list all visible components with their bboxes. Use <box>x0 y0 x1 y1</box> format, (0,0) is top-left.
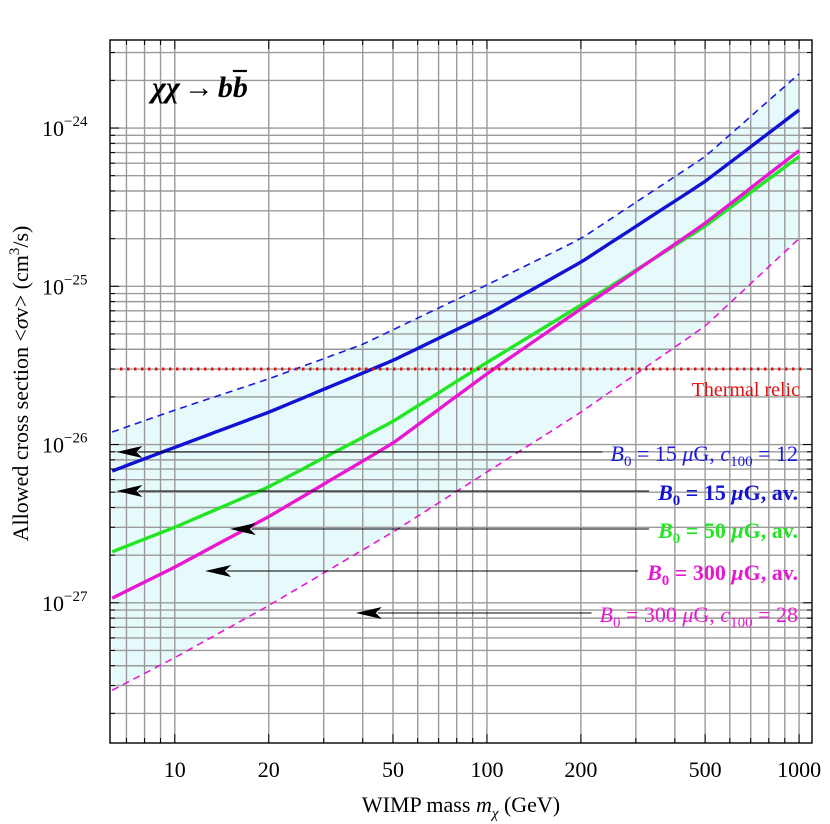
legend-entry-B0_300_av: B0 = 300 μG, av. <box>646 560 798 589</box>
x-tick-label-200: 200 <box>564 757 597 782</box>
x-axis-label: WIMP mass mχ (GeV) <box>362 792 560 822</box>
x-tick-label-1000: 1000 <box>777 757 821 782</box>
x-tick-label-100: 100 <box>470 757 503 782</box>
x-tick-label-500: 500 <box>689 757 722 782</box>
y-axis-label: Allowed cross section <σv> (cm3/s) <box>7 226 33 542</box>
legend-entry-B0_50_av: B0 = 50 μG, av. <box>657 518 798 547</box>
grid <box>110 40 812 743</box>
series-line-B0_15_c100_12 <box>111 73 800 433</box>
series-line-B0_300_av <box>111 149 801 600</box>
x-tick-label-10: 10 <box>164 757 186 782</box>
series-line-B0_15_av <box>111 108 801 473</box>
plot-frame <box>109 39 813 744</box>
legend-entry-B0_15_c100_12: B0 = 15 μG, c100 = 12 <box>611 441 799 470</box>
legend-arrow-head-B0_300_c100_28 <box>355 607 382 619</box>
chart-title: χχ → bb <box>148 71 248 104</box>
legend-arrow-head-B0_300_av <box>205 565 232 577</box>
thermal-relic-label: Thermal relic <box>692 379 800 401</box>
legend-entry-B0_15_av: B0 = 15 μG, av. <box>657 480 798 509</box>
series-line-B0_300_c100_28 <box>111 238 800 692</box>
legend-arrow-head-B0_15_av <box>116 485 143 497</box>
legend-entry-B0_300_c100_28: B0 = 300 μG, c100 = 28 <box>600 602 799 631</box>
x-tick-label-50: 50 <box>382 757 404 782</box>
x-tick-label-20: 20 <box>258 757 280 782</box>
y-tick-label-−24: 10−24 <box>42 114 88 141</box>
legend-arrow-head-B0_15_c100_12 <box>116 446 143 458</box>
y-tick-label-−27: 10−27 <box>42 589 88 616</box>
y-tick-label-−26: 10−26 <box>42 431 88 458</box>
legend-arrow-head-B0_50_av <box>229 523 256 535</box>
y-tick-label-−25: 10−25 <box>42 272 87 299</box>
